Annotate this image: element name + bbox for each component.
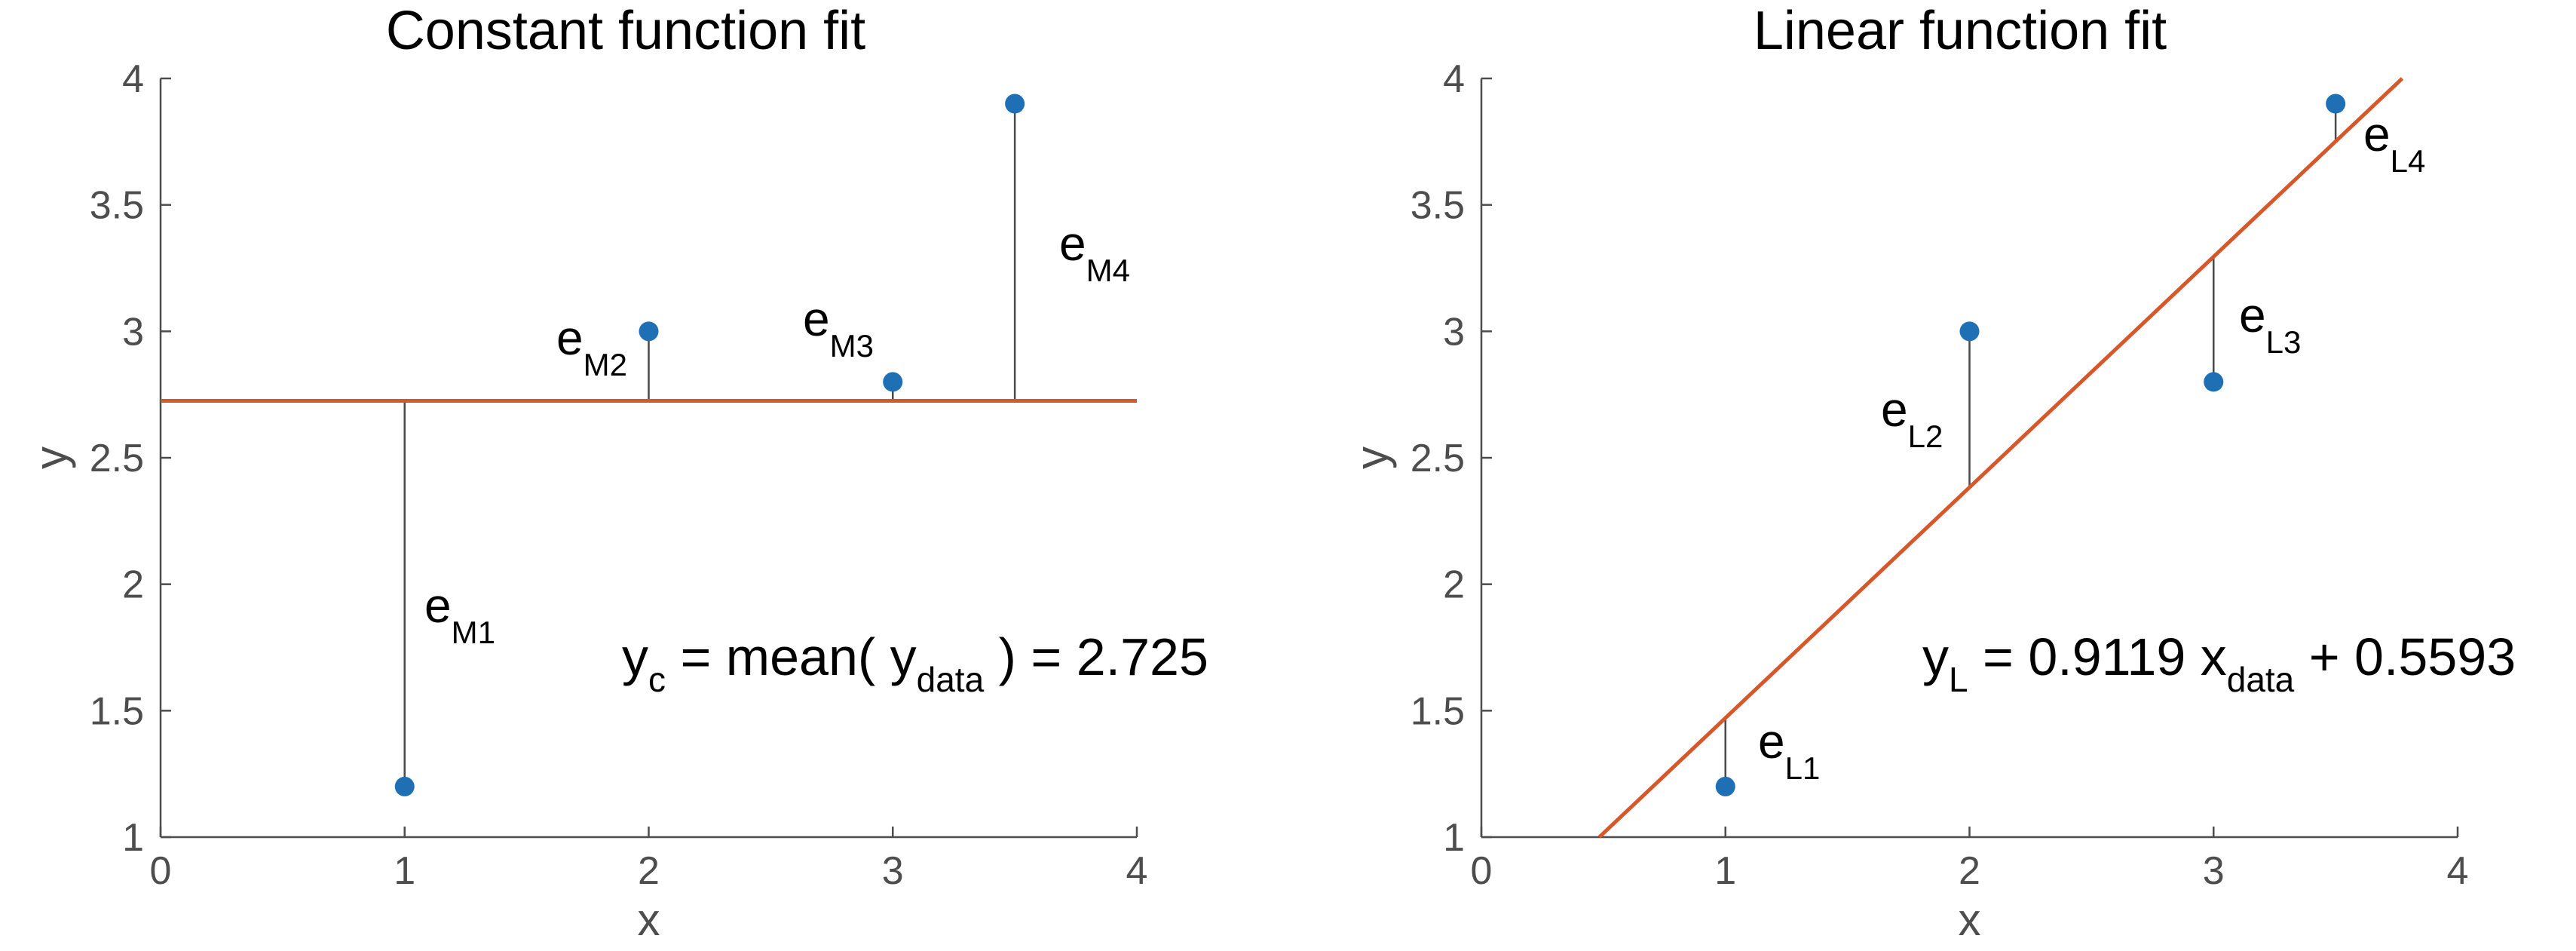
x-tick-label: 3 (882, 849, 904, 893)
residual-label-main: e (424, 578, 452, 633)
x-tick-label: 2 (1959, 849, 1980, 893)
x-axis-label: x (1959, 894, 1981, 945)
fit-equation-part: data (2227, 660, 2295, 699)
data-point (1959, 321, 1980, 342)
y-tick-label: 4 (122, 57, 144, 101)
x-tick-label: 4 (1126, 849, 1148, 893)
y-tick-label: 3.5 (90, 184, 144, 228)
residual-label-sub: M2 (584, 347, 627, 382)
residual-label-main: e (556, 311, 584, 365)
residual-label-sub: M4 (1086, 253, 1130, 288)
y-tick-label: 2 (1443, 563, 1465, 607)
x-axis-label: x (638, 894, 660, 945)
residual-label-sub: L4 (2391, 143, 2426, 179)
x-tick-label: 4 (2447, 849, 2469, 893)
data-point (2326, 94, 2346, 114)
residual-label-sub: L3 (2266, 324, 2302, 360)
x-tick-label: 1 (394, 849, 415, 893)
data-point (394, 776, 415, 796)
x-tick-label: 2 (638, 849, 660, 893)
residual-label: eM1 (424, 578, 495, 650)
residual-label-sub: M1 (452, 615, 495, 650)
fit-equation-part: = 0.9119 x (1968, 627, 2227, 686)
residual-label: eL4 (2363, 107, 2425, 179)
data-point (1005, 94, 1025, 114)
x-tick-label: 3 (2203, 849, 2225, 893)
residual-label-sub: L1 (1785, 750, 1821, 786)
fit-equation-part: ) = 2.725 (984, 627, 1208, 686)
data-point (883, 372, 903, 392)
x-tick-label: 1 (1714, 849, 1736, 893)
y-tick-label: 3 (1443, 310, 1465, 354)
residual-label-sub: M3 (830, 328, 874, 364)
fit-equation-part: c (648, 660, 666, 699)
fit-line (1597, 77, 2404, 839)
y-tick-label: 2.5 (1411, 437, 1465, 480)
residual-label-main: e (1059, 216, 1086, 271)
residual-label: eM4 (1059, 216, 1130, 288)
fit-equation-part: + 0.5593 (2294, 627, 2516, 686)
residual-label: eL3 (2239, 288, 2301, 360)
data-point (1715, 776, 1735, 796)
x-tick-label: 0 (150, 849, 172, 893)
residual-label: eL2 (1881, 382, 1943, 454)
y-tick-label: 1.5 (90, 689, 144, 733)
chart-title: Linear function fit (1754, 1, 2167, 61)
y-tick-label: 1 (1443, 816, 1465, 860)
data-point (2204, 372, 2224, 392)
fit-equation: yc = mean( ydata ) = 2.725 (622, 627, 1208, 699)
fit-equation-part: y (1922, 627, 1949, 686)
y-tick-label: 2 (122, 563, 144, 607)
residual-label-main: e (2363, 107, 2391, 161)
fit-equation-part: y (622, 627, 648, 686)
y-tick-label: 2.5 (90, 437, 144, 480)
y-axis-label: y (1346, 446, 1397, 469)
residual-label: eM3 (803, 292, 874, 364)
y-tick-label: 1 (122, 816, 144, 860)
residual-label-main: e (803, 292, 830, 346)
x-tick-label: 0 (1471, 849, 1493, 893)
residual-label-main: e (2239, 288, 2266, 342)
residual-label: eL1 (1758, 714, 1820, 786)
chart-title: Constant function fit (386, 1, 865, 61)
residual-label: eM2 (556, 311, 627, 382)
residual-label-sub: L2 (1908, 419, 1943, 454)
residual-label-main: e (1881, 382, 1908, 437)
residual-label-main: e (1758, 714, 1785, 768)
y-axis-label: y (26, 446, 76, 469)
y-tick-label: 3.5 (1411, 184, 1465, 228)
fit-equation-part: data (917, 660, 985, 699)
fit-equation: yL = 0.9119 xdata + 0.5593 (1922, 627, 2516, 699)
fit-equation-part: L (1949, 660, 1968, 699)
y-tick-label: 1.5 (1411, 689, 1465, 733)
fit-equation-part: = mean( y (666, 627, 917, 686)
y-tick-label: 3 (122, 310, 144, 354)
data-point (639, 321, 659, 342)
y-tick-label: 4 (1443, 57, 1465, 101)
